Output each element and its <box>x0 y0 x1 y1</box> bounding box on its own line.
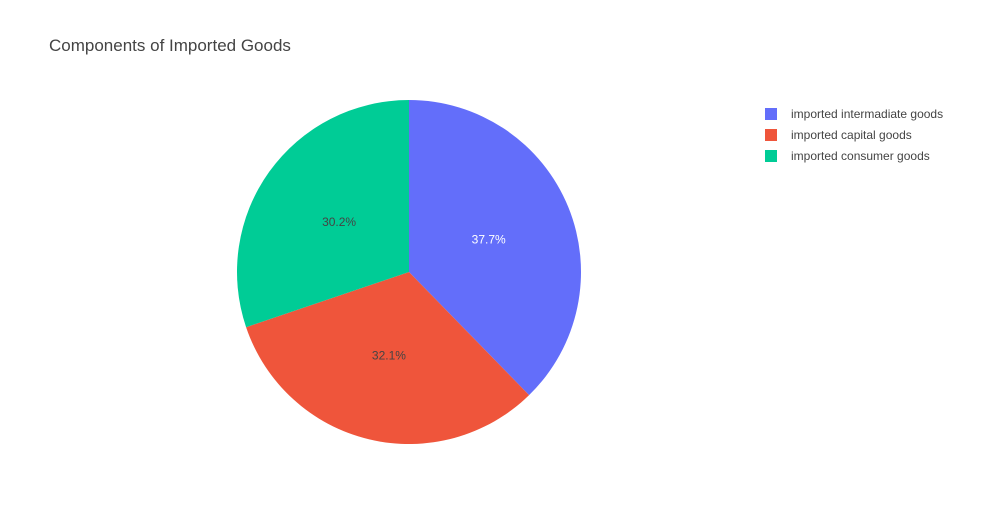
pie-slice-label-2: 30.2% <box>322 215 356 229</box>
chart-title: Components of Imported Goods <box>49 36 291 55</box>
legend-swatch-1 <box>765 129 777 141</box>
pie-slices <box>237 100 581 444</box>
pie-slice-labels: 37.7% 32.1% 30.2% <box>322 215 506 363</box>
legend-swatch-2 <box>765 150 777 162</box>
pie-slice-1[interactable] <box>246 272 530 444</box>
legend: imported intermadiate goods imported capi… <box>765 107 943 163</box>
pie-slice-label-0: 37.7% <box>472 233 506 247</box>
legend-item-2[interactable]: imported consumer goods <box>765 149 930 163</box>
legend-item-0[interactable]: imported intermadiate goods <box>765 107 943 121</box>
pie-slice-label-1: 32.1% <box>372 349 406 363</box>
pie-slice-2[interactable] <box>237 100 409 328</box>
legend-label-0: imported intermadiate goods <box>791 107 943 121</box>
pie-slice-0[interactable] <box>409 100 581 396</box>
legend-swatch-0 <box>765 108 777 120</box>
legend-item-1[interactable]: imported capital goods <box>765 128 912 142</box>
legend-label-2: imported consumer goods <box>791 149 930 163</box>
legend-label-1: imported capital goods <box>791 128 912 142</box>
